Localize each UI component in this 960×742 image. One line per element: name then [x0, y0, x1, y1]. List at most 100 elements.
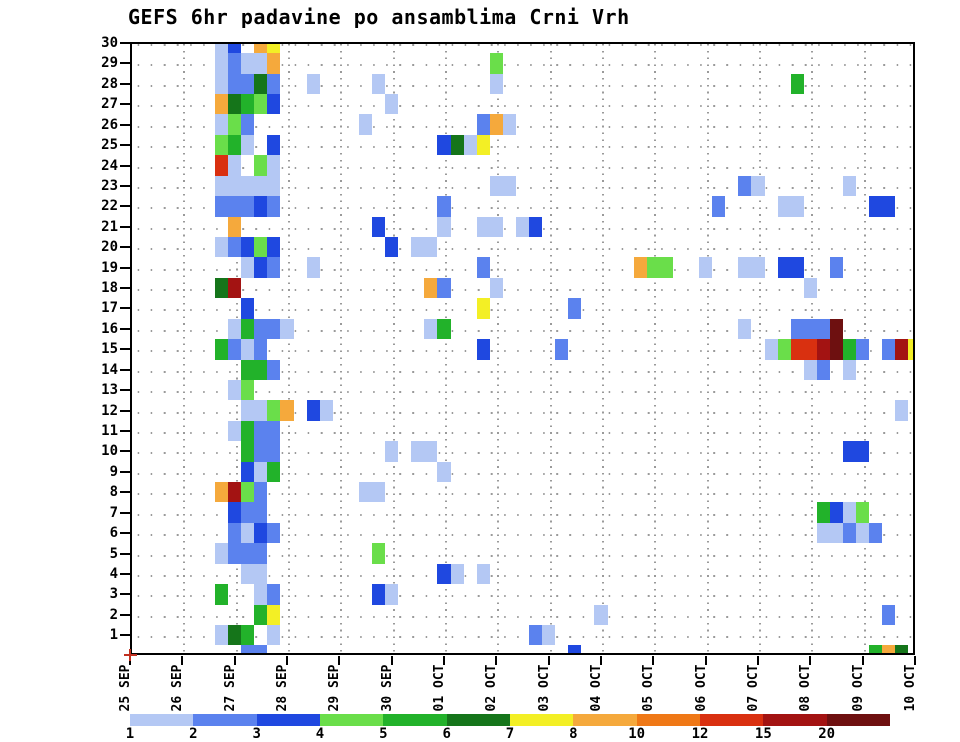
- heatmap-cell: [372, 482, 386, 503]
- heatmap-cell: [241, 563, 255, 585]
- heatmap-cell: [228, 94, 242, 115]
- y-tick-label: 4: [109, 565, 118, 582]
- heatmap-cell: [254, 584, 268, 605]
- heatmap-cell: [254, 73, 268, 95]
- heatmap-cell: [254, 53, 268, 74]
- heatmap-cell: [803, 318, 817, 340]
- heatmap-cell: [267, 53, 281, 74]
- heatmap-cell: [215, 624, 229, 646]
- colorbar-tick-label: 20: [818, 726, 836, 742]
- heatmap-cell: [437, 563, 451, 585]
- x-tick: [600, 656, 602, 665]
- x-tick: [338, 656, 341, 665]
- heatmap-cell: [803, 339, 817, 360]
- grid-line-horizontal: [132, 411, 913, 414]
- x-date-label: 04 OCT: [589, 664, 604, 712]
- heatmap-cell: [895, 339, 909, 360]
- y-tick: [120, 123, 130, 126]
- colorbar-segment: [256, 714, 321, 726]
- heatmap-cell: [228, 134, 242, 156]
- heatmap-cell: [489, 216, 503, 237]
- heatmap-cell: [215, 73, 229, 95]
- heatmap-cell: [241, 379, 255, 401]
- heatmap-cell: [437, 216, 451, 237]
- heatmap-cell: [228, 236, 242, 258]
- heatmap-cell: [215, 482, 229, 503]
- heatmap-cell: [241, 298, 255, 319]
- heatmap-cell: [241, 53, 255, 74]
- heatmap-cell: [241, 339, 255, 360]
- y-tick-label: 5: [109, 545, 118, 562]
- colorbar-segment: [826, 714, 891, 726]
- heatmap-cell: [280, 400, 294, 421]
- y-tick: [120, 511, 130, 514]
- x-date-label: 26 SEP: [170, 664, 186, 712]
- heatmap-cell: [241, 236, 255, 258]
- y-tick-label: 3: [109, 586, 118, 603]
- heatmap-cell: [215, 277, 229, 299]
- x-tick: [861, 656, 864, 665]
- heatmap-cell: [437, 196, 451, 217]
- colorbar-tick-label: 15: [754, 726, 772, 742]
- heatmap-cell: [908, 339, 913, 360]
- y-tick-label: 17: [101, 300, 118, 317]
- colorbar-tick-label: 7: [505, 726, 515, 742]
- x-tick: [652, 656, 655, 665]
- heatmap-cell: [254, 155, 268, 176]
- y-tick-label: 28: [101, 75, 118, 92]
- x-date-label: 02 OCT: [484, 664, 500, 712]
- colorbar-tick-label: 1: [125, 726, 135, 742]
- heatmap-cell: [476, 563, 490, 585]
- heatmap-cell: [424, 441, 438, 462]
- heatmap-cell: [254, 420, 268, 442]
- heatmap-cell: [816, 359, 830, 380]
- heatmap-cell: [215, 94, 229, 115]
- chart-title: GEFS 6hr padavine po ansamblima Crni Vrh: [128, 5, 630, 29]
- y-tick-label: 25: [101, 137, 118, 154]
- heatmap-cell: [699, 257, 713, 278]
- heatmap-cell: [241, 94, 255, 115]
- x-tick: [809, 656, 812, 665]
- heatmap-cell: [241, 400, 255, 421]
- y-tick-label: 14: [101, 361, 118, 378]
- heatmap-cell: [542, 624, 556, 646]
- grid-line-vertical: [183, 44, 186, 653]
- y-tick: [120, 634, 130, 637]
- y-tick: [120, 409, 130, 412]
- heatmap-cell: [215, 134, 229, 156]
- grid-line-vertical: [497, 44, 500, 653]
- y-tick: [120, 491, 130, 494]
- heatmap-cell: [241, 482, 255, 503]
- x-tick: [914, 656, 916, 665]
- heatmap-cell: [254, 196, 268, 217]
- heatmap-cell: [424, 277, 438, 299]
- heatmap-cell: [843, 359, 857, 380]
- grid-line-horizontal: [132, 329, 913, 332]
- y-tick-label: 29: [101, 55, 118, 72]
- heatmap-cell: [254, 502, 268, 523]
- grid-line-horizontal: [132, 554, 913, 557]
- heatmap-cell: [790, 257, 804, 278]
- x-date-label: 07 OCT: [746, 664, 761, 712]
- heatmap-cell: [228, 318, 242, 340]
- heatmap-cell: [228, 420, 242, 442]
- y-tick-label: 23: [101, 177, 118, 194]
- y-tick: [120, 103, 130, 106]
- y-tick: [120, 184, 130, 187]
- heatmap-cell: [385, 236, 399, 258]
- heatmap-cell: [241, 543, 255, 564]
- y-tick-label: 24: [101, 157, 118, 174]
- heatmap-cell: [241, 359, 255, 380]
- grid-line-horizontal: [132, 493, 913, 496]
- heatmap-cell: [267, 175, 281, 197]
- heatmap-cell: [254, 94, 268, 115]
- y-tick-label: 2: [109, 606, 118, 623]
- heatmap-cell: [437, 318, 451, 340]
- heatmap-cell: [241, 645, 255, 653]
- heatmap-cell: [306, 400, 320, 421]
- y-tick: [120, 429, 130, 432]
- heatmap-cell: [215, 584, 229, 605]
- heatmap-cell: [241, 114, 255, 135]
- heatmap-cell: [777, 196, 791, 217]
